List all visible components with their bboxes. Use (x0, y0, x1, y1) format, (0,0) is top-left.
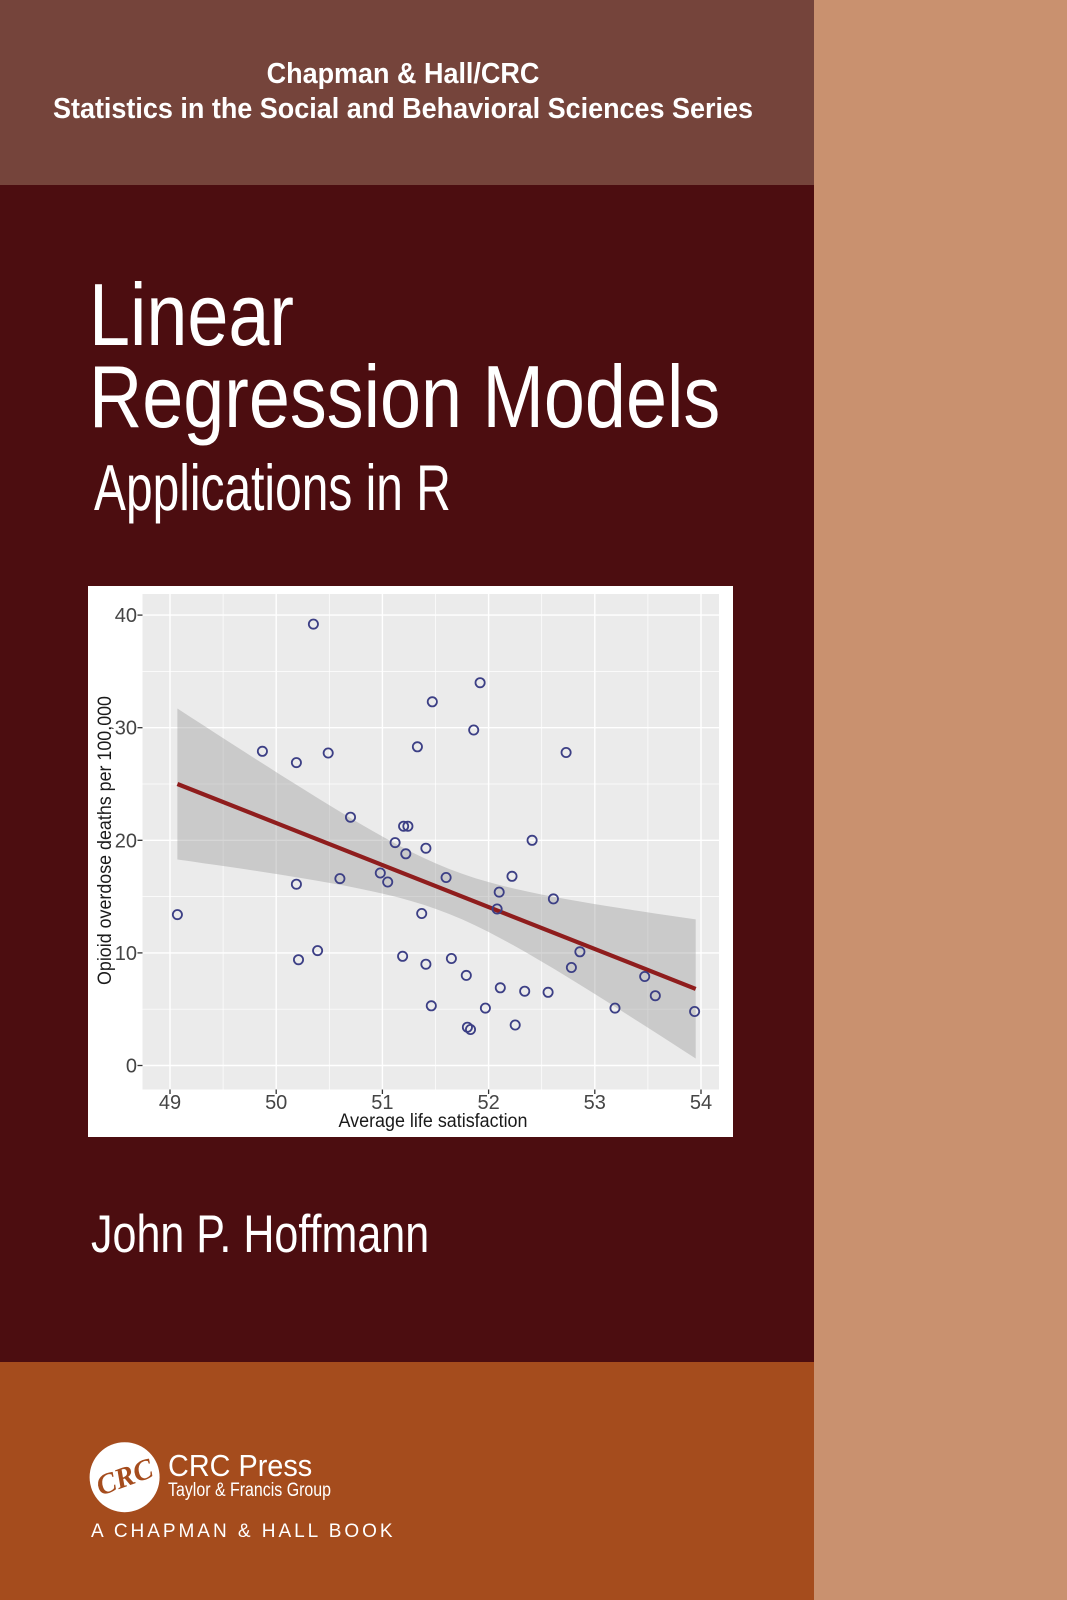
svg-text:10: 10 (115, 943, 137, 965)
svg-text:50: 50 (265, 1092, 287, 1114)
svg-text:53: 53 (584, 1092, 606, 1114)
svg-text:54: 54 (690, 1092, 712, 1114)
svg-text:40: 40 (115, 605, 137, 627)
svg-text:51: 51 (371, 1092, 393, 1114)
svg-text:30: 30 (115, 718, 137, 740)
svg-text:20: 20 (115, 830, 137, 852)
svg-text:Opioid overdose deaths per 100: Opioid overdose deaths per 100,000 (95, 696, 116, 985)
svg-text:52: 52 (477, 1092, 499, 1114)
svg-text:Average life satisfaction: Average life satisfaction (339, 1111, 528, 1132)
svg-text:49: 49 (159, 1092, 181, 1114)
svg-text:0: 0 (126, 1056, 137, 1078)
